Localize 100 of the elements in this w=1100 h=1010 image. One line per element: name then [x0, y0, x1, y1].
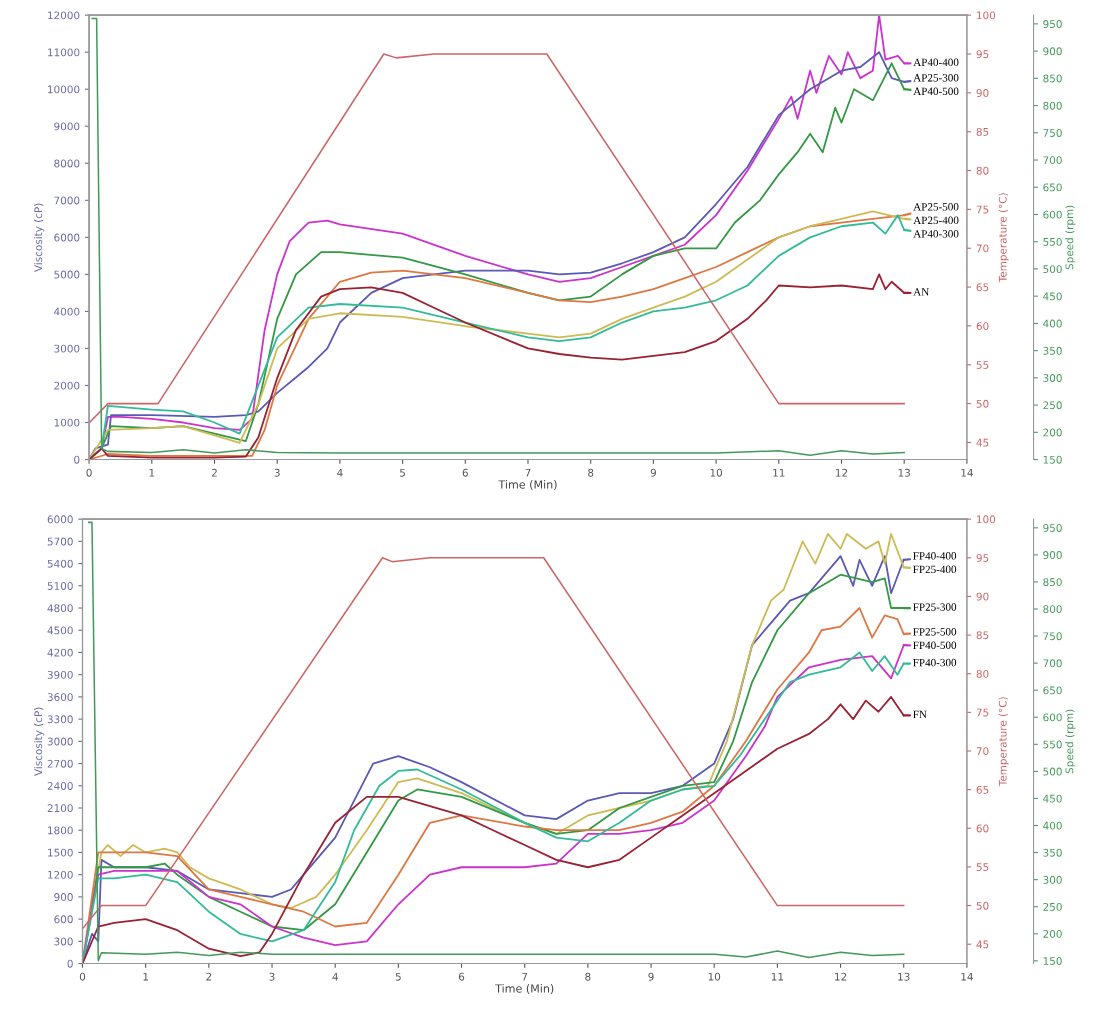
y3-tick-label: 900: [1043, 47, 1062, 56]
x-tick-label: 14: [961, 468, 973, 477]
y3-axis-title: Speed (rpm): [1065, 709, 1076, 774]
y-axis-title: Viscosity (cP): [34, 203, 45, 272]
y3-tick-label: 150: [1043, 455, 1062, 464]
x-tick-label: 5: [400, 468, 405, 477]
x-tick-label: 4: [337, 468, 343, 477]
y2-tick-label: 65: [976, 283, 989, 292]
y3-tick-label: 450: [1043, 292, 1062, 301]
y-tick-label: 4500: [47, 626, 73, 635]
y-tick-label: 2100: [47, 804, 73, 813]
y3-tick-label: 650: [1043, 183, 1062, 192]
legend-label: FP25-400: [913, 565, 957, 574]
y3-tick-label: 400: [1043, 319, 1062, 328]
legend-label: FP40-500: [913, 641, 957, 650]
x-tick-label: 12: [835, 972, 847, 981]
y-tick-label: 900: [54, 893, 73, 901]
y2-tick-label: 85: [976, 631, 989, 640]
legend-label: AP25-400: [913, 216, 959, 225]
y3-tick-label: 700: [1043, 659, 1062, 668]
legend-label: AP25-300: [913, 74, 959, 82]
y3-tick-label: 950: [1043, 20, 1062, 28]
y2-tick-label: 80: [976, 669, 989, 678]
x-tick-label: 5: [395, 972, 401, 981]
x-tick-label: 2: [211, 468, 217, 477]
x-tick-label: 7: [525, 468, 531, 477]
y-tick-label: 1500: [48, 848, 73, 857]
x-tick-label: 0: [86, 468, 92, 477]
y2-tick-label: 45: [976, 940, 989, 949]
y3-tick-label: 350: [1043, 346, 1062, 355]
x-tick-label: 10: [710, 468, 723, 477]
x-tick-label: 3: [269, 972, 275, 981]
y2-tick-label: 45: [976, 438, 989, 447]
y-tick-label: 2400: [47, 782, 73, 790]
x-tick-label: 9: [648, 972, 654, 981]
x-tick-label: 11: [771, 972, 784, 981]
y-tick-label: 3000: [54, 344, 80, 353]
y-tick-label: 7000: [54, 196, 80, 205]
y-tick-label: 2700: [47, 759, 73, 768]
y3-tick-label: 950: [1043, 524, 1062, 532]
y2-axis-title: Temperature (°C): [998, 193, 1009, 283]
y3-tick-label: 350: [1043, 848, 1062, 857]
x-tick-label: 8: [585, 972, 591, 981]
y3-tick-label: 600: [1043, 713, 1062, 722]
y-tick-label: 600: [54, 915, 73, 924]
y-tick-label: 2000: [54, 381, 80, 390]
y3-tick-label: 600: [1043, 210, 1062, 219]
legend-label: AP25-500: [913, 203, 959, 211]
y-tick-label: 0: [67, 959, 73, 968]
x-tick-label: 14: [961, 972, 973, 981]
y-tick-label: 6000: [54, 233, 80, 242]
y-axis-title: Viscosity (cP): [34, 707, 45, 776]
y-tick-label: 1800: [48, 826, 73, 835]
y3-tick-label: 650: [1043, 686, 1062, 695]
legend-label: AP40-300: [913, 230, 959, 238]
x-tick-label: 6: [458, 972, 465, 981]
y3-tick-label: 750: [1043, 129, 1062, 137]
y2-tick-label: 100: [977, 11, 996, 20]
y3-tick-label: 550: [1043, 740, 1062, 749]
y2-tick-label: 70: [976, 747, 989, 756]
y3-tick-label: 800: [1043, 101, 1062, 110]
y2-tick-label: 75: [976, 205, 989, 214]
y2-tick-label: 90: [976, 592, 989, 601]
x-tick-label: 1: [143, 972, 149, 981]
y3-tick-label: 900: [1043, 551, 1062, 559]
y-tick-label: 10000: [48, 85, 80, 94]
legend-label: FN: [913, 710, 927, 719]
y2-tick-label: 70: [976, 244, 989, 253]
y-tick-label: 3600: [47, 693, 73, 702]
y3-tick-label: 750: [1043, 632, 1062, 641]
y2-tick-label: 90: [976, 89, 989, 97]
y-tick-label: 6000: [47, 515, 73, 524]
y3-tick-label: 200: [1043, 930, 1062, 938]
y2-tick-label: 80: [976, 166, 989, 175]
y2-tick-label: 75: [976, 708, 989, 717]
y2-tick-label: 55: [976, 361, 989, 369]
x-tick-label: 10: [708, 972, 721, 981]
y3-tick-label: 200: [1043, 428, 1062, 437]
legend-label: FP40-400: [913, 552, 957, 560]
y3-tick-label: 250: [1043, 902, 1062, 911]
y-tick-label: 1200: [48, 870, 73, 879]
y2-tick-label: 100: [977, 515, 996, 524]
y-tick-label: 0: [74, 455, 80, 464]
y-tick-label: 12000: [48, 11, 80, 20]
legend-label: FP25-500: [913, 628, 957, 636]
x-tick-label: 1: [149, 468, 155, 477]
y2-tick-label: 50: [976, 901, 989, 910]
y2-tick-label: 60: [976, 824, 989, 833]
y3-tick-label: 850: [1043, 74, 1062, 83]
x-tick-label: 12: [836, 468, 848, 477]
y2-tick-label: 65: [976, 785, 989, 794]
y-tick-label: 5100: [47, 582, 73, 590]
x-tick-label: 11: [773, 468, 785, 477]
x-axis-title: Time (Min): [498, 480, 557, 490]
y3-tick-label: 300: [1043, 374, 1062, 382]
legend-label: AP40-400: [913, 58, 959, 67]
y3-tick-label: 700: [1043, 156, 1062, 165]
legend-label: FP40-300: [913, 658, 957, 667]
y3-tick-label: 850: [1043, 578, 1062, 587]
y-tick-label: 3300: [47, 715, 73, 724]
